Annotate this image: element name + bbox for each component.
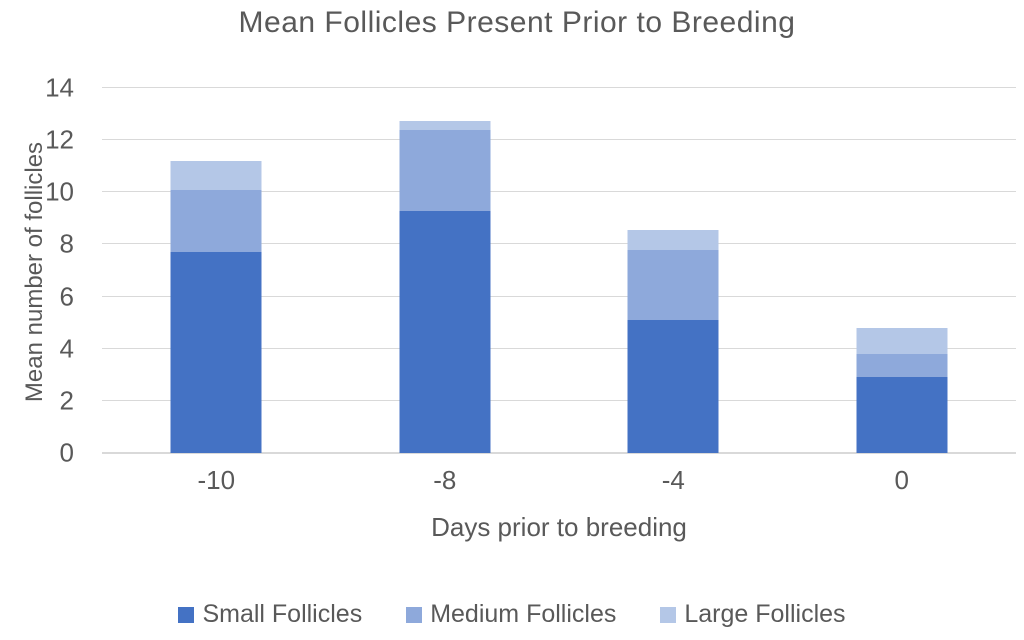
y-tick-label-10: 10 <box>45 176 74 207</box>
gridline-y-0 <box>102 452 1016 454</box>
y-tick-label-2: 2 <box>59 385 74 416</box>
bar-segment-small-follicles--4 <box>627 320 719 453</box>
gridline-y-4 <box>102 347 1016 349</box>
bar-group-0 <box>856 88 948 453</box>
bar-segment-medium-follicles--10 <box>170 189 262 253</box>
bar-group--10 <box>170 88 262 453</box>
bar-group--8 <box>399 88 491 453</box>
bar-segment-large-follicles--8 <box>399 120 491 130</box>
legend-item-large-follicles: Large Follicles <box>660 600 846 629</box>
bar-segment-large-follicles--4 <box>627 230 719 250</box>
gridline-y-14 <box>102 87 1016 88</box>
legend-label: Medium Follicles <box>430 600 617 628</box>
bar-segment-large-follicles--10 <box>170 161 262 190</box>
x-tick-label--8: -8 <box>433 465 457 495</box>
bar-segment-large-follicles-0 <box>856 327 948 354</box>
bar-segment-medium-follicles--4 <box>627 249 719 321</box>
bar-group--4 <box>627 88 719 453</box>
y-axis-tick-labels: 0 2 4 6 8 10 12 14 <box>0 73 80 468</box>
y-tick-label-4: 4 <box>59 333 74 364</box>
x-tick-label--10: -10 <box>197 465 236 495</box>
gridline-y-6 <box>102 295 1016 297</box>
chart-legend: Small Follicles Medium Follicles Large Fol… <box>0 600 1024 629</box>
gridline-y-10 <box>102 191 1016 193</box>
legend-label: Small Follicles <box>202 600 363 628</box>
bar-segment-small-follicles--10 <box>170 252 262 453</box>
gridline-y-2 <box>102 399 1016 401</box>
x-tick-label--4: -4 <box>661 465 685 495</box>
legend-swatch-icon <box>660 606 677 623</box>
legend-label: Large Follicles <box>684 600 846 628</box>
bar-segment-medium-follicles-0 <box>856 353 948 378</box>
chart-title: Mean Follicles Present Prior to Breeding <box>238 6 796 39</box>
x-tick-label-0: 0 <box>894 465 909 495</box>
y-tick-label-6: 6 <box>59 281 74 312</box>
y-tick-label-0: 0 <box>59 437 74 468</box>
legend-item-small-follicles: Small Follicles <box>178 600 362 629</box>
bar-segment-medium-follicles--8 <box>399 129 491 211</box>
y-tick-label-14: 14 <box>45 72 74 103</box>
x-axis-tick-labels: -10 -8 -4 0 <box>102 465 1016 499</box>
plot-area <box>102 87 1016 454</box>
bar-segment-small-follicles--8 <box>399 210 491 453</box>
gridline-y-12 <box>102 139 1016 141</box>
y-tick-label-8: 8 <box>59 228 74 259</box>
bar-segment-small-follicles-0 <box>856 377 948 453</box>
legend-swatch-icon <box>406 606 423 623</box>
legend-item-medium-follicles: Medium Follicles <box>406 600 616 629</box>
x-axis-title: Days prior to breeding <box>431 512 687 542</box>
y-tick-label-12: 12 <box>45 124 74 155</box>
gridline-y-8 <box>102 243 1016 245</box>
legend-swatch-icon <box>178 606 195 623</box>
